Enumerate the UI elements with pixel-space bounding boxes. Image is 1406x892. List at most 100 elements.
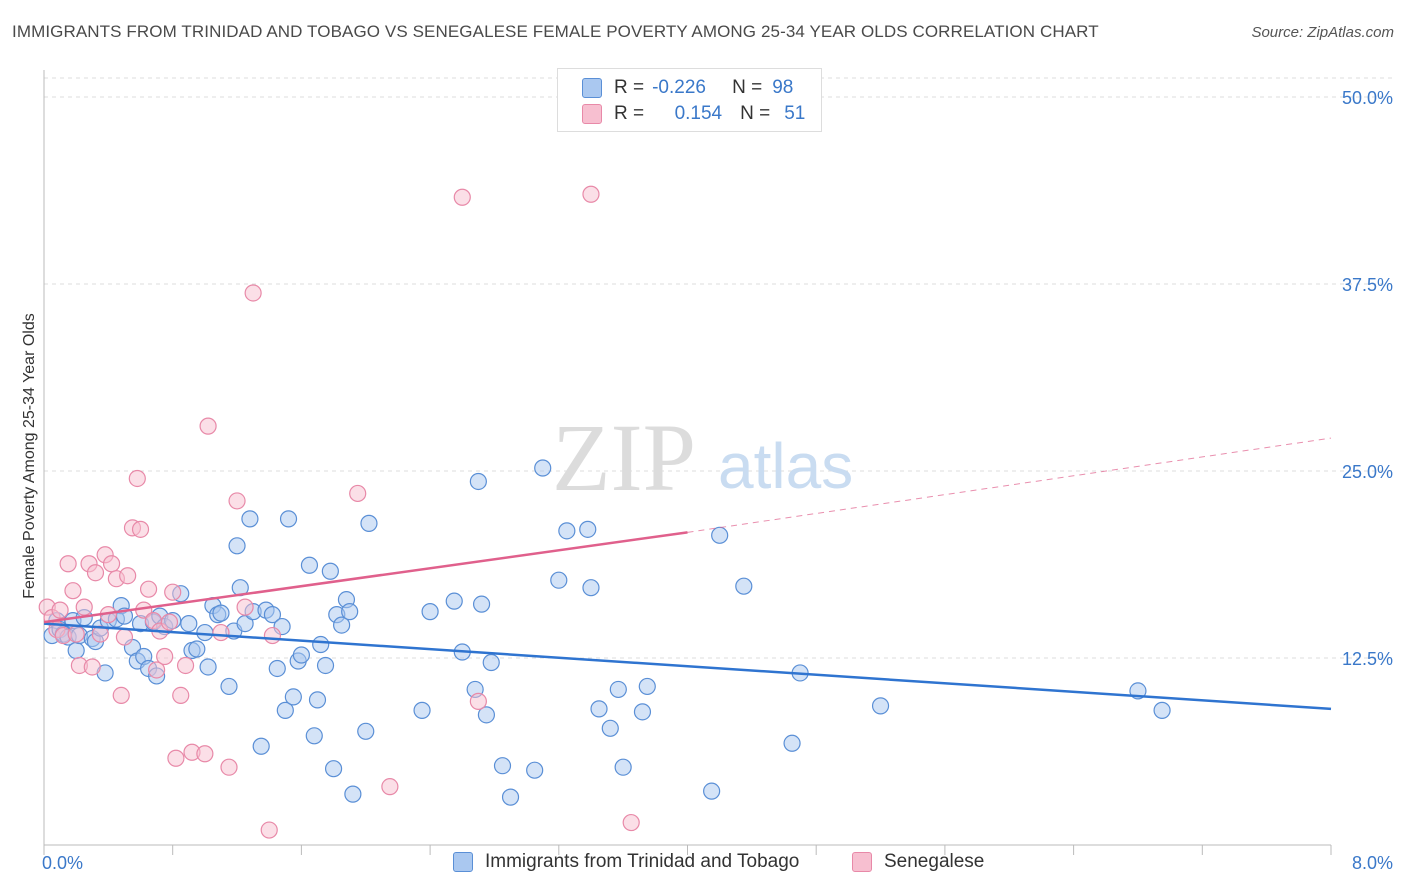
data-point-pink	[260, 821, 278, 839]
data-point-blue	[413, 701, 431, 719]
watermark-atlas: atlas	[718, 430, 853, 502]
y-tick-label: 37.5%	[1342, 275, 1393, 295]
data-point-pink	[59, 555, 77, 573]
data-point-blue	[305, 727, 323, 745]
data-point-pink	[64, 582, 82, 600]
series-swatch-blue	[453, 852, 473, 872]
data-point-pink	[83, 658, 101, 676]
data-point-pink	[263, 626, 282, 645]
data-point-blue	[180, 614, 198, 633]
data-point-pink	[236, 598, 254, 616]
data-point-blue	[268, 659, 286, 678]
data-point-blue	[482, 653, 500, 672]
legend-n-value: 98	[772, 77, 794, 98]
data-point-blue	[703, 782, 721, 800]
series-legend-label: Immigrants from Trinidad and Tobago	[485, 851, 800, 872]
data-point-blue	[321, 562, 339, 580]
data-point-blue	[534, 459, 552, 477]
data-point-pink	[75, 598, 93, 616]
data-point-blue	[279, 510, 298, 528]
data-point-blue	[241, 510, 259, 528]
data-point-pink	[167, 749, 185, 767]
trend-line-blue	[43, 622, 1332, 711]
series-legend-item-pink: Senegalese	[852, 851, 984, 873]
data-point-blue	[477, 706, 496, 724]
data-point-blue	[252, 737, 270, 755]
data-point-pink	[102, 555, 121, 573]
data-point-blue	[341, 603, 359, 621]
chart-title: IMMIGRANTS FROM TRINIDAD AND TOBAGO VS S…	[12, 22, 1099, 41]
data-point-blue	[220, 677, 238, 696]
data-point-pink	[91, 625, 109, 643]
trend-extension-pink	[687, 437, 1332, 533]
data-point-blue	[526, 761, 544, 779]
trend-line-pink	[43, 531, 688, 624]
y-axis-label: Female Poverty Among 25-34 Year Olds	[21, 313, 38, 599]
data-point-blue	[711, 526, 729, 544]
data-point-blue	[360, 514, 378, 532]
data-point-pink	[220, 758, 238, 776]
data-point-blue	[633, 703, 652, 721]
data-point-blue	[493, 757, 512, 775]
data-point-pink	[381, 778, 399, 796]
data-point-blue	[472, 595, 491, 613]
data-point-pink	[469, 692, 487, 710]
data-point-pink	[67, 625, 85, 643]
x-tick-label: 8.0%	[1352, 853, 1393, 873]
data-point-blue	[199, 658, 217, 676]
data-point-blue	[590, 700, 608, 718]
data-point-blue	[501, 788, 520, 806]
data-point-pink	[160, 613, 179, 631]
data-point-blue	[638, 677, 656, 696]
data-point-blue	[579, 520, 597, 538]
data-point-blue	[284, 688, 302, 706]
data-point-blue	[312, 635, 330, 654]
data-point-blue	[292, 646, 310, 664]
data-point-blue	[871, 697, 890, 715]
data-point-blue	[601, 719, 619, 737]
data-point-pink	[112, 686, 130, 705]
y-tick-label: 12.5%	[1342, 649, 1393, 669]
data-point-blue	[333, 616, 351, 634]
data-point-blue	[228, 537, 246, 555]
data-point-blue	[357, 722, 375, 740]
data-point-blue	[344, 785, 362, 803]
data-point-pink	[582, 185, 600, 203]
data-point-pink	[164, 583, 182, 601]
data-point-pink	[622, 813, 640, 832]
data-point-pink	[228, 492, 246, 510]
data-point-blue	[212, 604, 230, 622]
data-point-blue	[196, 623, 214, 642]
legend-swatch-pink	[582, 104, 602, 124]
data-point-blue	[469, 472, 487, 491]
data-point-pink	[139, 580, 158, 598]
data-point-blue	[188, 640, 206, 658]
data-point-blue	[421, 603, 439, 621]
data-point-blue	[276, 701, 294, 719]
source-credit: Source: ZipAtlas.com	[1251, 24, 1394, 41]
data-point-blue	[324, 760, 343, 778]
data-point-blue	[300, 556, 319, 574]
data-point-blue	[445, 592, 463, 610]
legend-r-label: R =	[614, 103, 645, 124]
y-tick-label: 50.0%	[1342, 88, 1393, 108]
data-point-blue	[582, 579, 600, 597]
data-point-blue	[550, 571, 568, 589]
data-point-pink	[128, 469, 146, 488]
data-point-pink	[453, 188, 471, 206]
data-point-blue	[316, 656, 335, 675]
series-legend-item-blue: Immigrants from Trinidad and Tobago	[453, 851, 799, 873]
legend-n-value: 51	[784, 103, 806, 124]
data-point-pink	[148, 661, 166, 679]
legend-r-label: R =	[614, 77, 645, 98]
data-point-pink	[244, 284, 262, 302]
data-point-pink	[86, 564, 105, 582]
y-tick-label: 25.0%	[1342, 462, 1393, 482]
data-point-pink	[349, 484, 367, 503]
correlation-legend: R = -0.226 N = 98 R = 0.154 N = 51	[557, 68, 822, 132]
legend-n-label: N =	[740, 103, 771, 124]
series-swatch-pink	[852, 852, 872, 872]
data-point-blue	[614, 758, 632, 776]
data-point-blue	[1153, 701, 1171, 719]
